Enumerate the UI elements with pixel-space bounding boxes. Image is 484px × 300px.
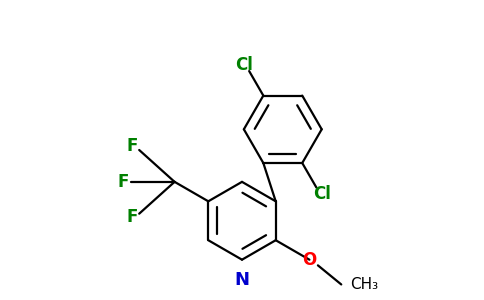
Text: F: F xyxy=(118,173,129,191)
Text: Cl: Cl xyxy=(313,185,331,203)
Text: CH₃: CH₃ xyxy=(350,277,378,292)
Text: N: N xyxy=(235,271,249,289)
Text: Cl: Cl xyxy=(235,56,253,74)
Text: F: F xyxy=(126,137,138,155)
Text: O: O xyxy=(302,251,317,269)
Text: F: F xyxy=(126,208,138,226)
